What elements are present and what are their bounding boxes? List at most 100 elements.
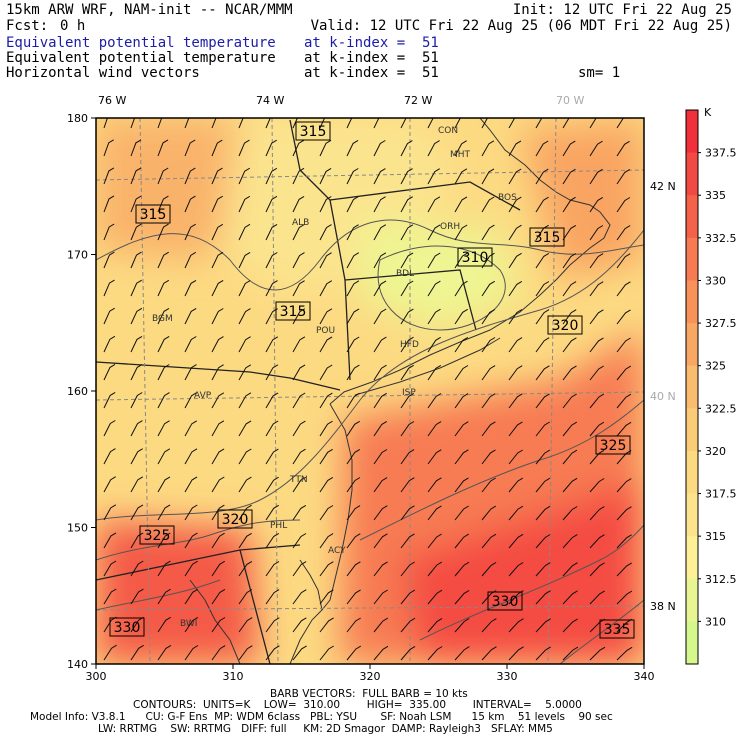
wind-barb <box>130 532 144 549</box>
wind-barb <box>346 224 359 241</box>
wind-barb <box>508 118 516 129</box>
wind-barb <box>454 308 468 325</box>
wind-barb <box>130 560 144 577</box>
latitude-label: 42 N <box>650 180 676 193</box>
field-name-3: Horizontal wind vectors <box>6 65 200 81</box>
wind-barb <box>616 393 632 409</box>
field-level-3: at k-index = 51 <box>304 65 439 81</box>
wind-barb <box>373 392 387 409</box>
wind-barb <box>238 336 251 353</box>
contour-325-west <box>96 519 301 561</box>
y-tick-label: 160 <box>67 385 88 398</box>
wind-barb <box>292 448 306 465</box>
wind-barb <box>265 561 280 577</box>
wind-barb <box>265 392 279 409</box>
wind-barb <box>481 308 496 325</box>
svg-text:310: 310 <box>462 250 489 266</box>
wind-barb <box>373 505 388 521</box>
svg-text:320: 320 <box>552 318 579 334</box>
wind-barb <box>130 644 144 661</box>
wind-barb <box>238 364 252 381</box>
wind-barb <box>319 476 334 493</box>
wind-barb <box>427 280 441 297</box>
wind-barb <box>184 392 197 409</box>
wind-barb <box>373 140 386 157</box>
wind-barb <box>562 646 579 661</box>
wind-barb <box>346 505 361 521</box>
wind-barb <box>346 364 360 381</box>
wind-barb <box>454 224 468 241</box>
wind-barb <box>346 336 360 353</box>
wind-barb <box>130 307 143 325</box>
wind-barb <box>400 140 413 157</box>
wind-barb <box>481 477 496 493</box>
wind-barb <box>211 532 225 549</box>
svg-text:315: 315 <box>140 207 167 223</box>
wind-barb <box>346 392 360 409</box>
wind-barb <box>265 645 280 661</box>
contour-label: 320 <box>547 315 583 335</box>
wind-barb <box>535 534 551 549</box>
wind-barb <box>157 560 171 577</box>
wind-barb <box>508 365 523 381</box>
wind-barb <box>508 618 524 633</box>
colorbar-swatch <box>686 323 698 367</box>
wind-barb <box>130 167 142 185</box>
colorbar-label: 322.5 <box>705 402 737 415</box>
wind-barb <box>535 646 551 661</box>
barb-legend: BARB VECTORS: FULL BARB = 10 kts <box>270 688 468 700</box>
wind-barb <box>616 118 624 129</box>
wind-barb <box>184 279 197 297</box>
city-label-bdl: BDL <box>396 269 414 279</box>
colorbar-swatch <box>686 408 698 452</box>
wind-barb <box>508 224 522 241</box>
contour-lines <box>96 219 644 664</box>
contour-label: 315 <box>275 301 311 321</box>
wind-barb <box>508 337 523 353</box>
wind-barb <box>373 280 387 297</box>
nj-coast <box>321 403 353 611</box>
wind-barb <box>103 167 115 185</box>
wind-barb <box>211 504 225 521</box>
wind-barb <box>481 365 496 381</box>
wind-barb <box>211 448 225 465</box>
wind-barb <box>292 504 307 521</box>
wind-barb <box>454 561 470 577</box>
contour-325-east <box>359 399 644 541</box>
wind-barb <box>130 279 142 297</box>
wind-barb <box>535 281 550 297</box>
wind-barb <box>319 336 333 353</box>
ma-south-border <box>329 181 521 211</box>
wind-barb <box>562 618 578 633</box>
wind-barb <box>211 195 223 213</box>
wind-barb <box>157 279 170 297</box>
wind-barb <box>346 561 361 577</box>
wind-barb <box>346 617 361 633</box>
colorbar-label: 312.5 <box>705 573 737 586</box>
wind-barb <box>481 224 495 241</box>
wind-barb <box>292 280 305 297</box>
wind-barb <box>265 476 279 493</box>
wind-barb <box>265 252 278 269</box>
wind-barb <box>238 645 253 661</box>
wind-barb <box>373 533 388 549</box>
wind-barb <box>292 224 305 241</box>
wind-barb <box>265 448 279 465</box>
wind-barb <box>319 392 333 409</box>
wind-barb <box>319 224 332 241</box>
wind-barb <box>427 421 442 437</box>
wind-barb <box>427 393 442 409</box>
wind-barb <box>103 118 108 129</box>
wind-barb <box>589 393 605 409</box>
wind-barb <box>346 448 361 465</box>
city-label-bos: BOS <box>498 193 517 203</box>
wind-barb <box>589 506 605 521</box>
wind-barb <box>265 139 277 157</box>
wind-barb <box>211 420 225 437</box>
wind-barb <box>292 167 305 185</box>
delmarva-coast <box>289 559 323 664</box>
contour-label: 325 <box>595 435 631 455</box>
wind-barb <box>157 335 170 353</box>
ny-vt-border <box>289 119 331 201</box>
